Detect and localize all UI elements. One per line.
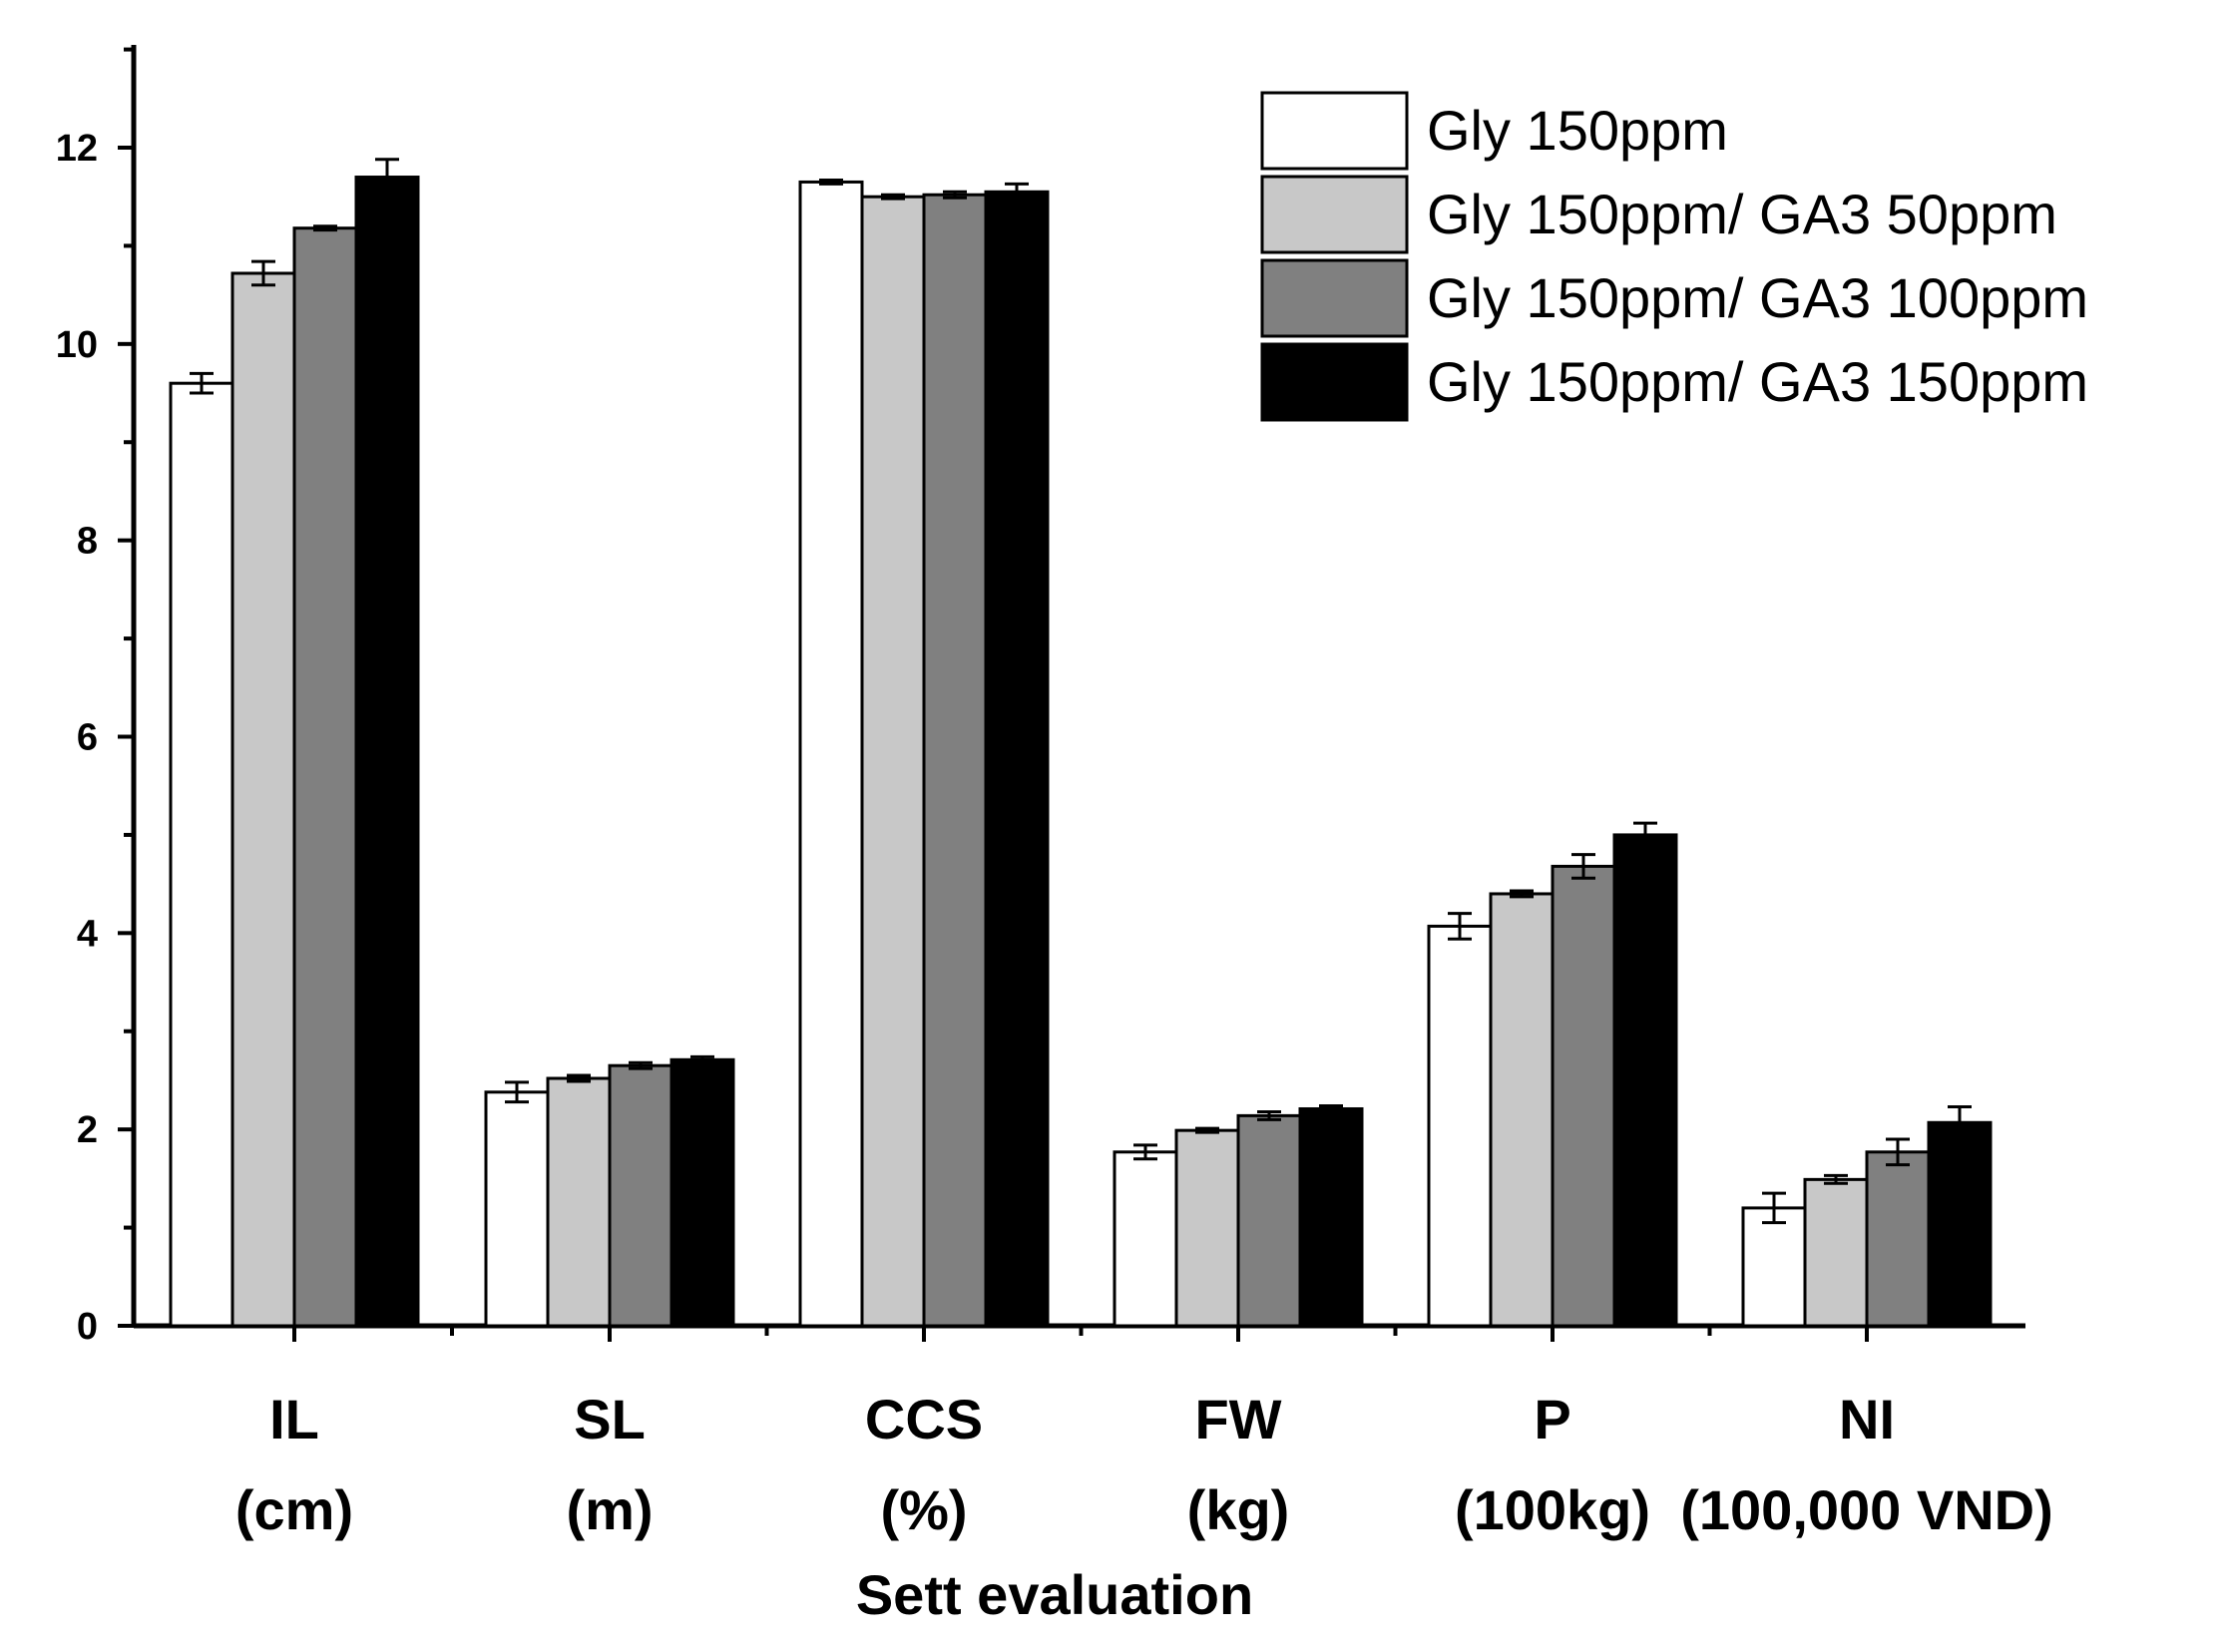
bar: [1927, 1120, 1993, 1328]
y-tick-label: 0: [77, 1306, 98, 1348]
category-unit-label: (%): [880, 1478, 967, 1541]
legend-swatch: [1260, 175, 1409, 254]
bar: [608, 1063, 673, 1328]
bar: [292, 226, 358, 1328]
bar: [1489, 892, 1555, 1328]
category-label: NI: [1839, 1388, 1895, 1450]
bar: [1113, 1150, 1178, 1328]
bar: [1174, 1128, 1240, 1328]
legend-swatch: [1260, 342, 1409, 422]
x-axis-title: Sett evaluation: [856, 1563, 1253, 1626]
bar: [354, 176, 420, 1328]
bar: [1803, 1177, 1869, 1328]
y-tick-label: 12: [56, 128, 98, 170]
y-tick-label: 8: [77, 521, 98, 563]
bar: [1741, 1206, 1807, 1328]
axes: 0 2 4 6 8 10 12: [56, 45, 2025, 1348]
category-labels: IL (cm) SL (m) CCS (%) FW (kg) P (100kg) NI (100,00…: [235, 1388, 2053, 1541]
category-unit-label: (100kg): [1455, 1478, 1650, 1541]
bar: [1298, 1106, 1364, 1328]
legend-label: Gly 150ppm/ GA3 150ppm: [1427, 350, 2088, 413]
bar: [860, 195, 926, 1328]
bar: [669, 1057, 735, 1328]
legend-label: Gly 150ppm: [1427, 99, 1728, 162]
bar: [922, 193, 988, 1328]
category-label: P: [1534, 1388, 1570, 1450]
bar: [1551, 864, 1616, 1328]
legend-swatch: [1260, 258, 1409, 338]
y-tick-label: 4: [77, 913, 98, 955]
category-unit-label: (cm): [235, 1478, 353, 1541]
y-tick-label: 10: [56, 324, 98, 366]
category-unit-label: (kg): [1187, 1478, 1290, 1541]
error-bars: [190, 158, 1972, 1225]
bar: [546, 1076, 612, 1328]
category-label: FW: [1194, 1388, 1281, 1450]
category-label: SL: [574, 1388, 646, 1450]
y-tick-label: 6: [77, 717, 98, 759]
bar: [798, 180, 864, 1328]
y-tick-label: 2: [77, 1109, 98, 1151]
category-label: CCS: [865, 1388, 983, 1450]
bar: [1427, 924, 1493, 1328]
legend-label: Gly 150ppm/ GA3 100ppm: [1427, 266, 2088, 329]
legend-swatch: [1260, 91, 1409, 171]
bar: [1612, 833, 1678, 1328]
category-unit-label: (m): [566, 1478, 653, 1541]
bar: [1865, 1150, 1931, 1328]
legend: Gly 150ppm Gly 150ppm/ GA3 50ppm Gly 150pp…: [1260, 91, 2088, 422]
bar: [169, 381, 234, 1328]
category-unit-label: (100,000 VND): [1680, 1478, 2053, 1541]
legend-label: Gly 150ppm/ GA3 50ppm: [1427, 183, 2057, 245]
category-label: IL: [269, 1388, 319, 1450]
bar: [230, 271, 296, 1328]
bar: [484, 1090, 550, 1328]
bar: [984, 190, 1050, 1328]
bar: [1236, 1113, 1302, 1328]
